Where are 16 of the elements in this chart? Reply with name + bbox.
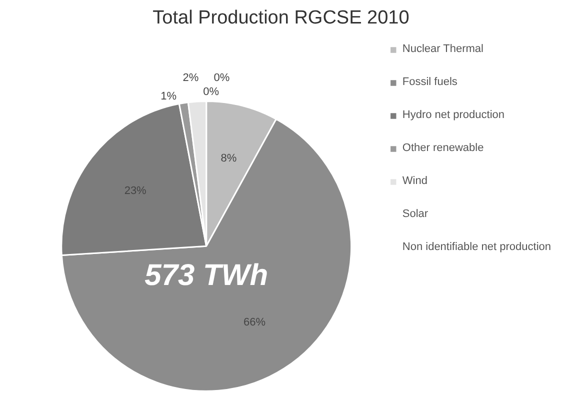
chart-title: Total Production RGCSE 2010 [152,8,410,28]
text: 0% [203,86,219,98]
category-label: Solar [402,208,428,220]
category-label: Non identifiable net production [402,241,551,253]
data-label: 23% [124,184,147,197]
data-label: 1% [160,90,177,103]
legend-label: Wind [402,175,428,187]
data-label: 66% [243,316,266,328]
data-label: 2% [182,72,199,84]
legend-label: Fossil fuels [402,76,458,88]
legend-label: Other renewable [402,142,484,154]
data-label: 8% [220,152,237,165]
legend-label: Nuclear Thermal [402,43,484,55]
text: 573 TWh [144,258,268,292]
legend-label: Hydro net production [402,109,505,121]
text: 0% [214,72,230,84]
